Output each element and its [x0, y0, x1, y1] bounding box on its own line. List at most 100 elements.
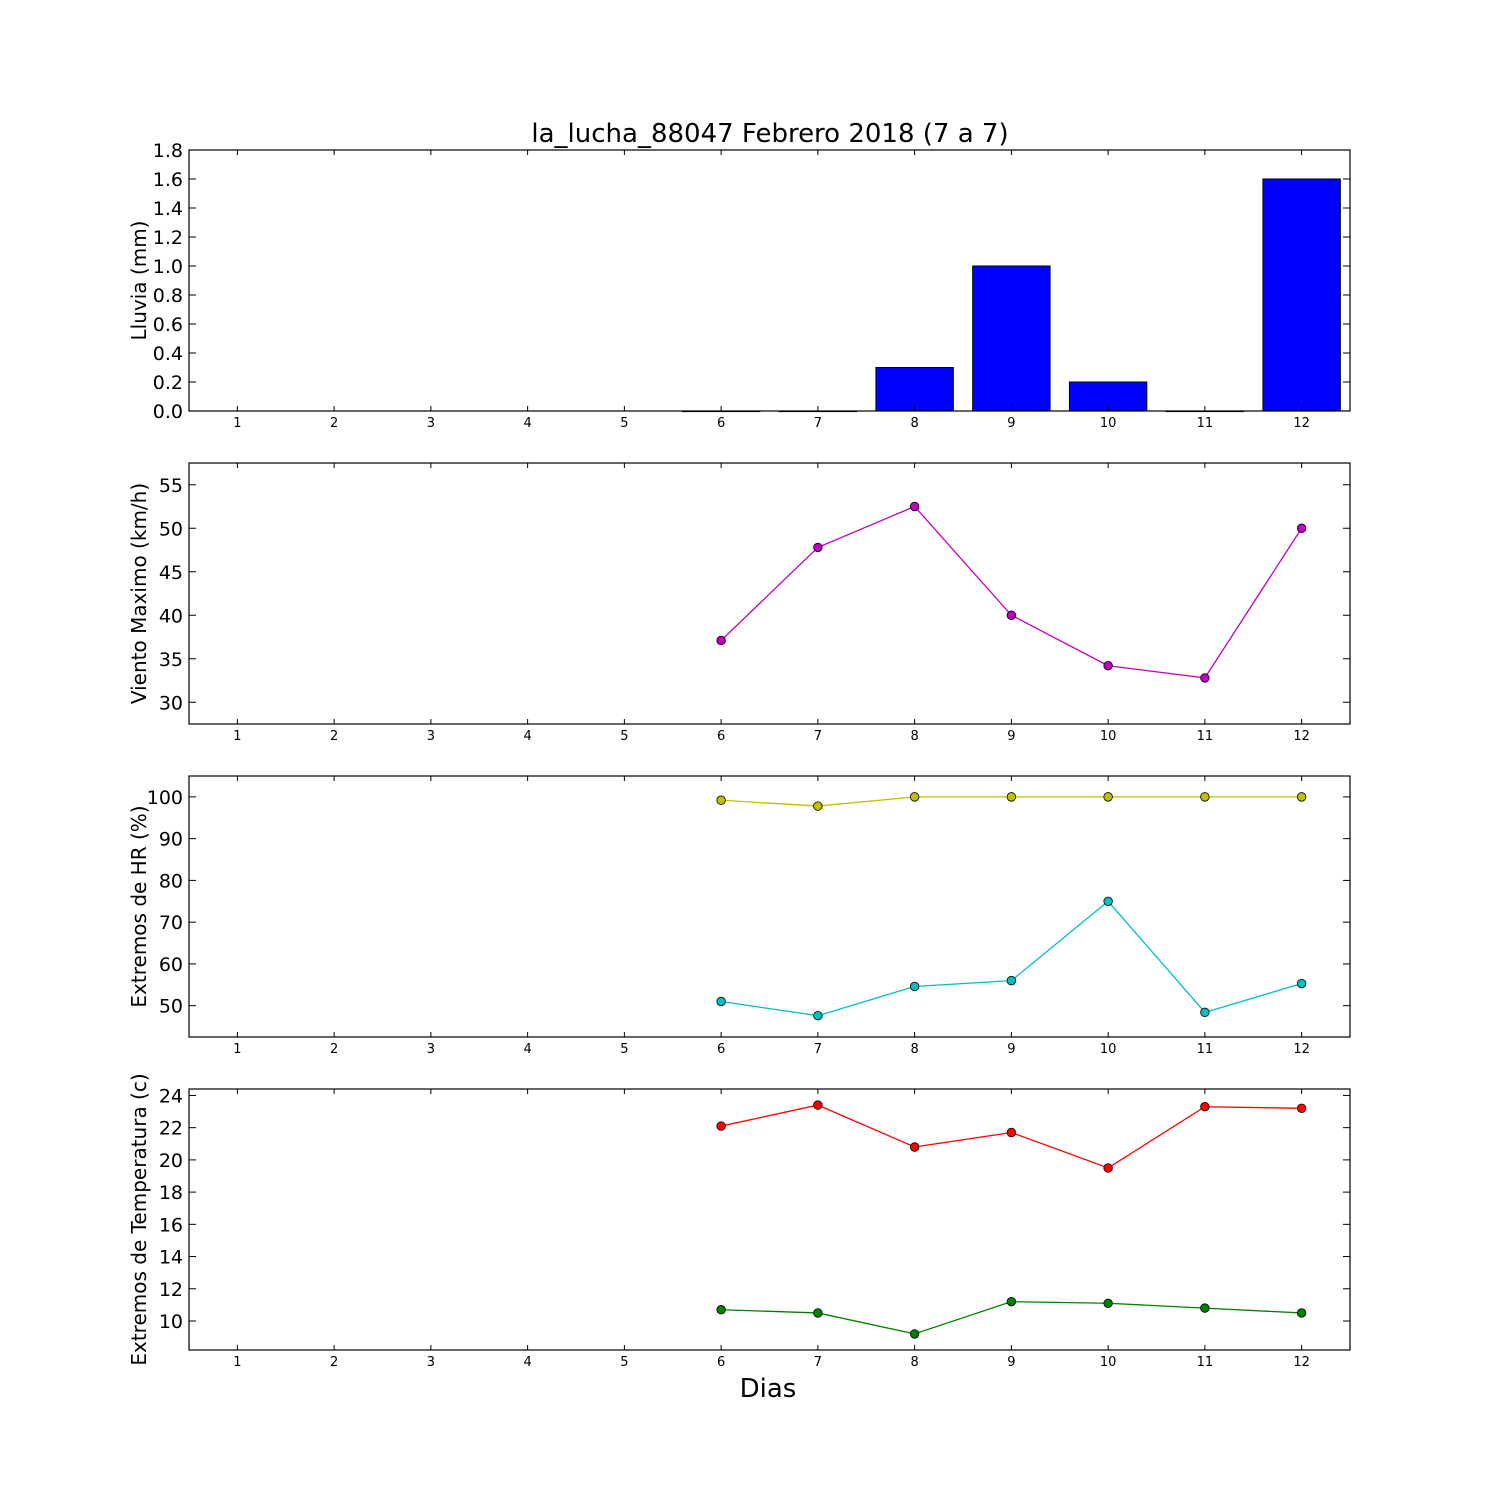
- y-axis-label: Extremos de Temperatura (c): [127, 1073, 151, 1365]
- x-tick-label: 10: [1100, 416, 1117, 431]
- y-tick-label: 100: [147, 787, 183, 809]
- x-tick-label: 5: [620, 729, 628, 744]
- x-tick-label: 4: [523, 416, 531, 431]
- x-tick-label: 9: [1007, 1042, 1015, 1057]
- x-tick-label: 1: [233, 1042, 241, 1057]
- point-series-1-day-11: [1200, 673, 1210, 683]
- x-tick-label: 7: [814, 1042, 822, 1057]
- y-tick-label: 16: [159, 1214, 183, 1236]
- point-series-1-day-11: [1200, 1102, 1210, 1112]
- x-tick-label: 2: [330, 1355, 338, 1370]
- y-tick-label: 24: [159, 1085, 183, 1107]
- x-tick-label: 1: [233, 729, 241, 744]
- x-tick-label: 4: [523, 1042, 531, 1057]
- x-tick-label: 6: [717, 729, 725, 744]
- x-tick-label: 11: [1197, 729, 1214, 744]
- x-tick-label: 9: [1007, 729, 1015, 744]
- x-tick-label: 12: [1293, 1042, 1310, 1057]
- panels: 1 2 3 4 5 6 7 8 9 10 11 120.00.20.40.60.81.01.21.41…: [127, 140, 1351, 1370]
- point-series-1-day-9: [1006, 1127, 1017, 1138]
- panel-4: 1 2 3 4 5 6 7 8 9 10 11 121012141618202224Extremos …: [127, 1073, 1351, 1370]
- point-series-1-day-6: [716, 1121, 726, 1131]
- y-tick-label: 0.6: [153, 314, 183, 336]
- point-series-1-day-7: [813, 542, 823, 553]
- x-tick-label: 5: [620, 416, 628, 431]
- point-series-1-day-12: [1296, 792, 1307, 802]
- panel-frame: [188, 149, 1351, 412]
- point-series-2-day-6: [716, 1305, 726, 1315]
- x-tick-label: 3: [427, 416, 435, 431]
- x-tick-label: 10: [1100, 729, 1117, 744]
- y-tick-label: 0.4: [153, 343, 183, 365]
- point-series-2-day-7: [813, 1308, 823, 1318]
- point-series-1-day-9: [1006, 610, 1017, 620]
- x-tick-label: 12: [1293, 1355, 1310, 1370]
- point-series-2-day-11: [1200, 1007, 1210, 1018]
- x-tick-label: 12: [1293, 729, 1310, 744]
- point-series-2-day-9: [1006, 975, 1017, 986]
- point-series-1-day-8: [909, 1142, 920, 1152]
- x-tick-label: 3: [427, 729, 435, 744]
- y-tick-label: 1.2: [153, 227, 183, 249]
- x-tick-label: 11: [1197, 1042, 1214, 1057]
- point-series-1-day-10: [1103, 1163, 1113, 1173]
- point-series-2-day-8: [909, 981, 920, 992]
- y-tick-label: 90: [159, 829, 183, 851]
- x-tick-label: 7: [814, 416, 822, 431]
- y-tick-label: 0.0: [153, 401, 183, 423]
- point-series-1-day-6: [716, 635, 726, 646]
- x-tick-label: 11: [1197, 1355, 1214, 1370]
- point-series-2-day-12: [1296, 1308, 1307, 1318]
- y-tick-label: 18: [159, 1182, 183, 1204]
- point-series-2-day-10: [1103, 896, 1113, 906]
- point-series-2-day-6: [716, 996, 726, 1007]
- y-axis-label: Lluvia (mm): [127, 221, 151, 341]
- point-series-1-day-7: [813, 801, 823, 811]
- x-tick-label: 6: [717, 1042, 725, 1057]
- point-series-2-day-10: [1103, 1298, 1113, 1308]
- x-tick-label: 6: [717, 1355, 725, 1370]
- x-tick-label: 2: [330, 1042, 338, 1057]
- x-tick-label: 8: [910, 729, 918, 744]
- x-tick-label: 2: [330, 729, 338, 744]
- x-tick-label: 2: [330, 416, 338, 431]
- y-tick-label: 60: [159, 954, 183, 976]
- y-tick-label: 1.8: [153, 140, 183, 162]
- x-tick-label: 3: [427, 1042, 435, 1057]
- y-tick-label: 30: [159, 692, 183, 714]
- chart-title: la_lucha_88047 Febrero 2018 (7 a 7): [531, 119, 1008, 149]
- y-axis-label: Viento Maximo (km/h): [127, 483, 151, 704]
- y-tick-label: 20: [159, 1150, 183, 1172]
- y-tick-label: 10: [159, 1311, 183, 1333]
- y-tick-label: 22: [159, 1118, 183, 1140]
- y-tick-label: 0.8: [153, 285, 183, 307]
- y-tick-label: 35: [159, 649, 183, 671]
- y-tick-label: 12: [159, 1279, 183, 1301]
- x-tick-label: 10: [1100, 1042, 1117, 1057]
- y-tick-label: 55: [159, 475, 183, 497]
- x-tick-label: 10: [1100, 1355, 1117, 1370]
- point-series-1-day-9: [1006, 792, 1017, 802]
- y-tick-label: 14: [159, 1247, 183, 1269]
- point-series-1-day-10: [1103, 661, 1113, 671]
- y-tick-label: 80: [159, 870, 183, 892]
- x-tick-label: 8: [910, 1355, 918, 1370]
- x-tick-label: 1: [233, 1355, 241, 1370]
- bar-day-12: [1262, 178, 1341, 412]
- x-tick-label: 9: [1007, 1355, 1015, 1370]
- x-axis-label: Dias: [740, 1374, 797, 1404]
- y-axis-label: Extremos de HR (%): [127, 805, 151, 1007]
- x-tick-label: 12: [1293, 416, 1310, 431]
- bar-day-8: [875, 367, 954, 412]
- point-series-1-day-12: [1296, 523, 1307, 533]
- x-tick-label: 11: [1197, 416, 1214, 431]
- panel-frame: [188, 775, 1351, 1038]
- x-tick-label: 7: [814, 1355, 822, 1370]
- panel-frame: [188, 462, 1351, 725]
- point-series-1-day-8: [909, 501, 920, 512]
- point-series-2-day-7: [813, 1011, 823, 1021]
- x-tick-label: 9: [1007, 416, 1015, 431]
- point-series-1-day-11: [1200, 792, 1210, 802]
